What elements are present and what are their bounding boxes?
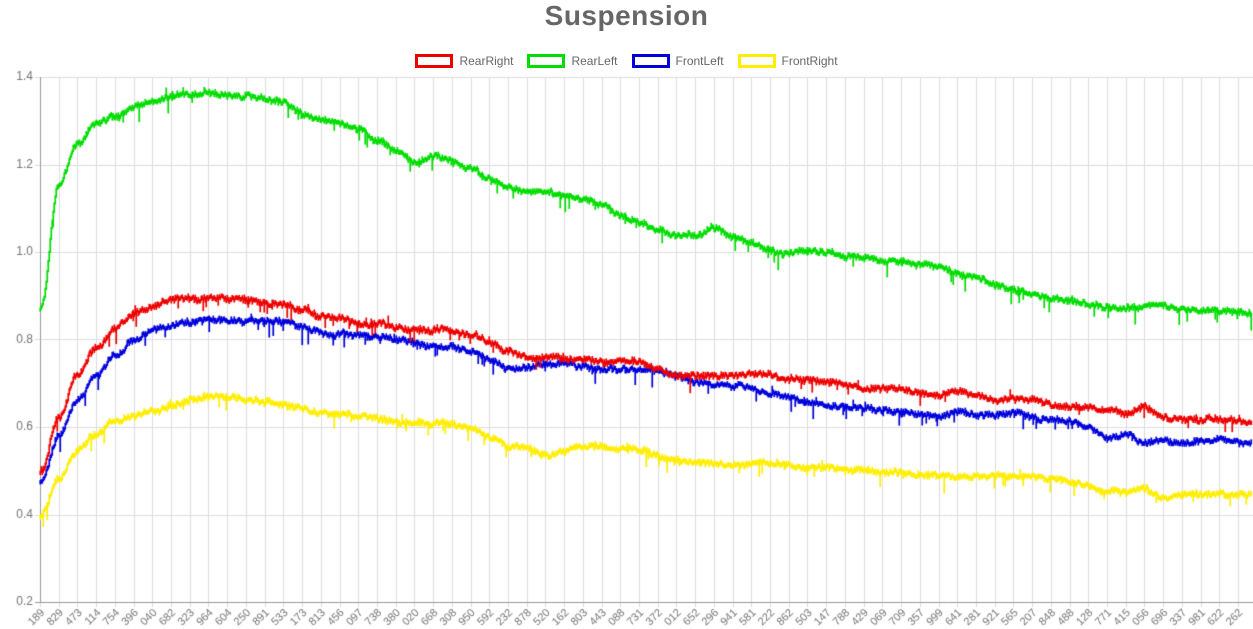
- legend-label-rearright: RearRight: [459, 54, 514, 68]
- legend-swatch-frontright: [737, 54, 776, 68]
- legend-label-frontright: FrontRight: [781, 54, 838, 68]
- legend-swatch-rearright: [415, 54, 454, 68]
- legend-swatch-rearleft: [527, 54, 566, 68]
- chart-legend: RearRight RearLeft FrontLeft FrontRight: [0, 54, 1253, 68]
- legend-label-rearleft: RearLeft: [571, 54, 618, 68]
- legend-item-frontright[interactable]: FrontRight: [737, 54, 838, 68]
- legend-item-rearright[interactable]: RearRight: [415, 54, 513, 68]
- legend-item-rearleft[interactable]: RearLeft: [527, 54, 618, 68]
- legend-swatch-frontleft: [631, 54, 670, 68]
- legend-label-frontleft: FrontLeft: [675, 54, 724, 68]
- chart-title: Suspension: [544, 0, 709, 31]
- legend-item-frontleft[interactable]: FrontLeft: [631, 54, 724, 68]
